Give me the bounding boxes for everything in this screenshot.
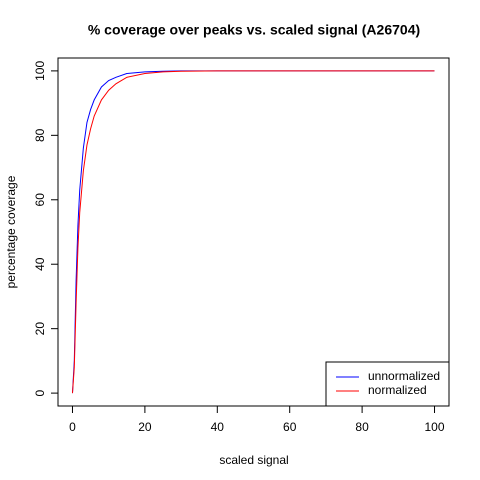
x-tick-label: 40 <box>211 420 225 434</box>
legend-label: unnormalized <box>368 369 440 383</box>
y-tick-label: 80 <box>33 128 47 142</box>
x-tick-label: 20 <box>138 420 152 434</box>
chart-title: % coverage over peaks vs. scaled signal … <box>88 22 420 38</box>
x-tick-label: 100 <box>425 420 445 434</box>
line-series <box>71 70 435 394</box>
y-tick-label: 0 <box>33 389 47 396</box>
y-tick-label: 20 <box>33 322 47 336</box>
y-tick-label: 40 <box>33 257 47 271</box>
legend-label: normalized <box>368 383 427 397</box>
y-axis-label: percentage coverage <box>4 175 18 288</box>
y-tick-label: 100 <box>33 61 47 81</box>
x-axis-label: scaled signal <box>219 453 288 467</box>
legend-box <box>325 361 450 407</box>
y-tick-label: 60 <box>33 193 47 207</box>
x-tick-label: 80 <box>355 420 369 434</box>
x-tick-label: 0 <box>69 420 76 434</box>
x-tick-label: 60 <box>283 420 297 434</box>
